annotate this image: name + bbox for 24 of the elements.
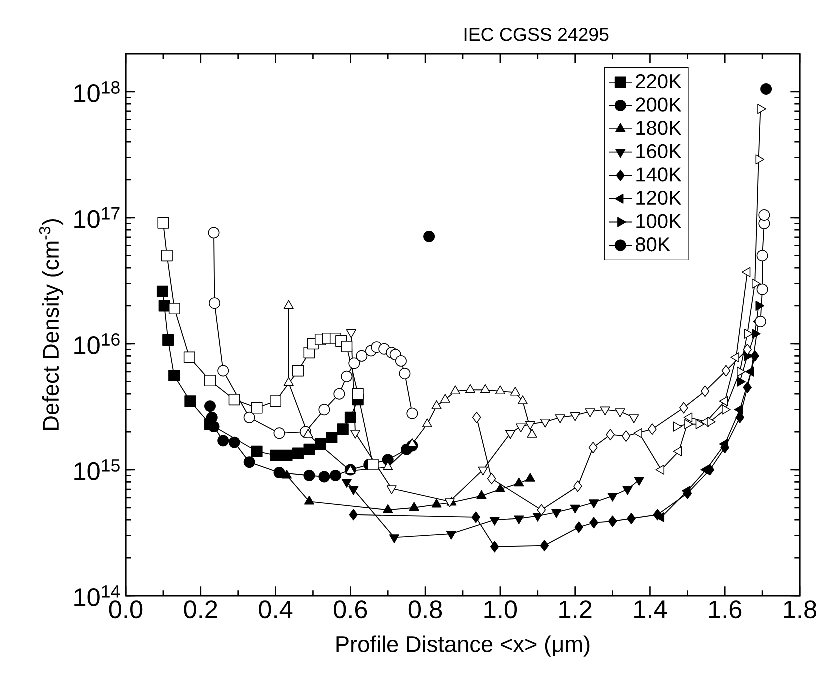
x-tick-label: 1.6	[709, 600, 742, 619]
y-tick-label: 10$^{15}$	[74, 460, 120, 480]
y-axis-title: Defect Density (cm$^{-3}$)	[39, 219, 64, 430]
x-tick-label: 0.2	[184, 600, 218, 619]
legend-label: 160K	[636, 144, 682, 159]
chart-title: IEC CGSS 24295	[464, 28, 609, 42]
x-tick-label: 0.4	[259, 600, 293, 619]
y-tick-label: 10$^{16}$	[74, 333, 120, 354]
x-tick-label: 1.2	[560, 600, 592, 618]
legend-label: 120K	[636, 190, 682, 206]
legend-label: 140K	[636, 168, 682, 182]
legend-label: 220K	[636, 74, 682, 89]
legend-label: 200K	[636, 98, 682, 112]
x-tick-label: 0.8	[408, 600, 442, 619]
x-tick-label: 1.4	[634, 600, 668, 618]
y-tick-label: 10$^{18}$	[74, 81, 120, 102]
x-axis-title: Profile Distance <x> (μm)	[336, 636, 590, 657]
legend-label: 100K	[636, 214, 682, 228]
y-tick-label: 10$^{17}$	[74, 208, 120, 228]
x-tick-label: 1.8	[784, 600, 817, 619]
legend-label: 80K	[636, 238, 671, 252]
x-tick-label: 1.0	[484, 600, 518, 619]
legend-label: 180K	[636, 121, 682, 136]
x-tick-label: 0.6	[334, 600, 368, 619]
